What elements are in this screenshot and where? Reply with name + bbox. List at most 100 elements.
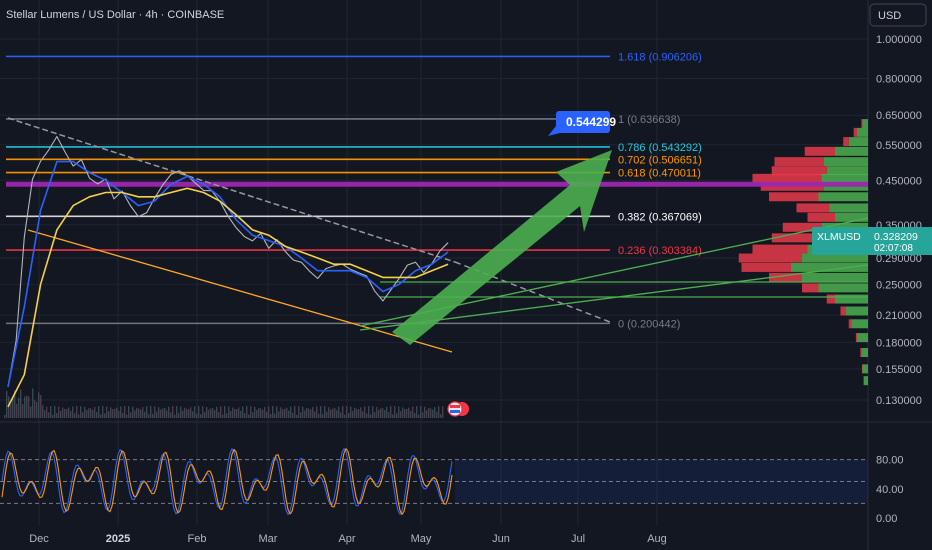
volume-profile-sell-bar	[861, 364, 863, 374]
volume-bar	[6, 390, 8, 418]
volume-bar	[264, 407, 266, 418]
earnings-flag-icon[interactable]	[447, 401, 469, 417]
volume-bar	[348, 412, 350, 418]
volume-profile-sell-bar	[771, 233, 816, 243]
volume-bar	[266, 411, 268, 418]
volume-bar	[306, 407, 308, 418]
volume-bar	[308, 408, 310, 418]
time-tick-label: Aug	[647, 533, 667, 545]
volume-bar	[222, 414, 224, 418]
volume-bar	[252, 412, 254, 418]
volume-bar	[88, 408, 90, 418]
volume-bar	[172, 406, 174, 418]
currency-label: USD	[878, 10, 901, 22]
target-callout[interactable]: 0.544299	[548, 111, 616, 136]
volume-bar	[438, 406, 440, 418]
price-tick-label: 0.130000	[876, 395, 922, 407]
volume-bar	[420, 406, 422, 418]
volume-bar	[270, 414, 272, 418]
volume-profile-sell-bar	[771, 166, 827, 176]
volume-bar	[210, 408, 212, 418]
volume-bar	[66, 409, 68, 418]
volume-bar	[244, 413, 246, 418]
volume-bar	[294, 406, 296, 418]
volume-profile-buy-bar	[802, 253, 868, 263]
volume-bar	[382, 408, 384, 418]
volume-bar	[110, 407, 112, 418]
volume-profile-sell-bar	[860, 348, 862, 358]
volume-bar	[254, 406, 256, 418]
volume-bar	[148, 413, 150, 418]
volume-bar	[440, 414, 442, 418]
volume-bar	[128, 406, 130, 418]
volume-bar	[296, 414, 298, 418]
time-axis: Dec 2025 Feb Mar Apr May Jun Jul Aug	[29, 533, 667, 545]
symbol-label: XLMUSD	[817, 231, 861, 243]
time-tick-label: Dec	[29, 533, 49, 545]
volume-bar	[238, 407, 240, 418]
volume-bar	[186, 408, 188, 418]
volume-bar	[344, 414, 346, 418]
price-tick-label: 0.180000	[876, 337, 922, 349]
volume-bar	[394, 406, 396, 418]
volume-bar	[104, 413, 106, 418]
volume-bar	[366, 413, 368, 418]
volume-profile-buy-bar	[835, 212, 868, 222]
volume-profile-sell-bar	[769, 272, 802, 282]
volume-bar	[300, 412, 302, 418]
price-tick-label: 0.210000	[876, 310, 922, 322]
volume-bar	[374, 411, 376, 418]
volume-bar	[44, 410, 46, 418]
volume-bar	[360, 407, 362, 418]
volume-profile-buy-bar	[824, 157, 868, 167]
volume-profile-buy-bar	[846, 306, 868, 316]
volume-bar	[278, 411, 280, 418]
volume-bar	[84, 406, 86, 418]
volume-bar	[434, 407, 436, 418]
volume-bar	[358, 409, 360, 418]
volume-bar	[30, 406, 32, 418]
last-price-badge[interactable]: XLMUSD 0.328209 02:07:08	[812, 227, 932, 255]
currency-button[interactable]: USD	[869, 3, 927, 27]
volume-bar	[136, 407, 138, 418]
volume-bar	[134, 410, 136, 418]
volume-bar	[184, 407, 186, 418]
price-tick-label: 0.550000	[876, 140, 922, 152]
volume-profile-buy-bar	[857, 127, 868, 137]
oscillator-d-line	[1, 447, 453, 516]
volume-bar	[240, 410, 242, 418]
volume-bar	[108, 411, 110, 418]
oscillator-panel: 80.00 40.00 0.00	[0, 447, 904, 525]
volume-bar	[372, 406, 374, 418]
volume-profile-sell-bar	[802, 283, 819, 293]
volume-bar	[418, 414, 420, 418]
volume-bar	[352, 410, 354, 418]
volume-bar	[212, 408, 214, 418]
volume-bar	[92, 409, 94, 418]
volume-bar	[392, 414, 394, 418]
volume-bar	[12, 396, 14, 418]
volume-bar	[404, 409, 406, 418]
volume-bar	[224, 406, 226, 418]
lower-channel-line	[27, 229, 453, 353]
volume-bar	[256, 410, 258, 418]
volume-profile-buy-bar	[861, 348, 868, 358]
volume-bar	[274, 413, 276, 418]
volume-bar	[312, 407, 314, 418]
volume-bar	[174, 414, 176, 418]
volume-bar	[424, 406, 426, 418]
volume-profile-sell-bar	[807, 212, 835, 222]
volume-bar	[262, 409, 264, 418]
price-series	[7, 135, 449, 408]
volume-profile-sell-bar	[853, 127, 857, 137]
volume-bar	[90, 408, 92, 418]
time-tick-label: Apr	[338, 533, 355, 545]
volume-bar	[158, 407, 160, 418]
oscillator-tick-label: 80.00	[876, 455, 904, 467]
volume-bar	[94, 406, 96, 418]
volume-bar	[282, 409, 284, 418]
volume-bar	[180, 406, 182, 418]
volume-profile-buy-bar	[857, 333, 868, 343]
volume-profile-buy-bar	[826, 166, 868, 176]
